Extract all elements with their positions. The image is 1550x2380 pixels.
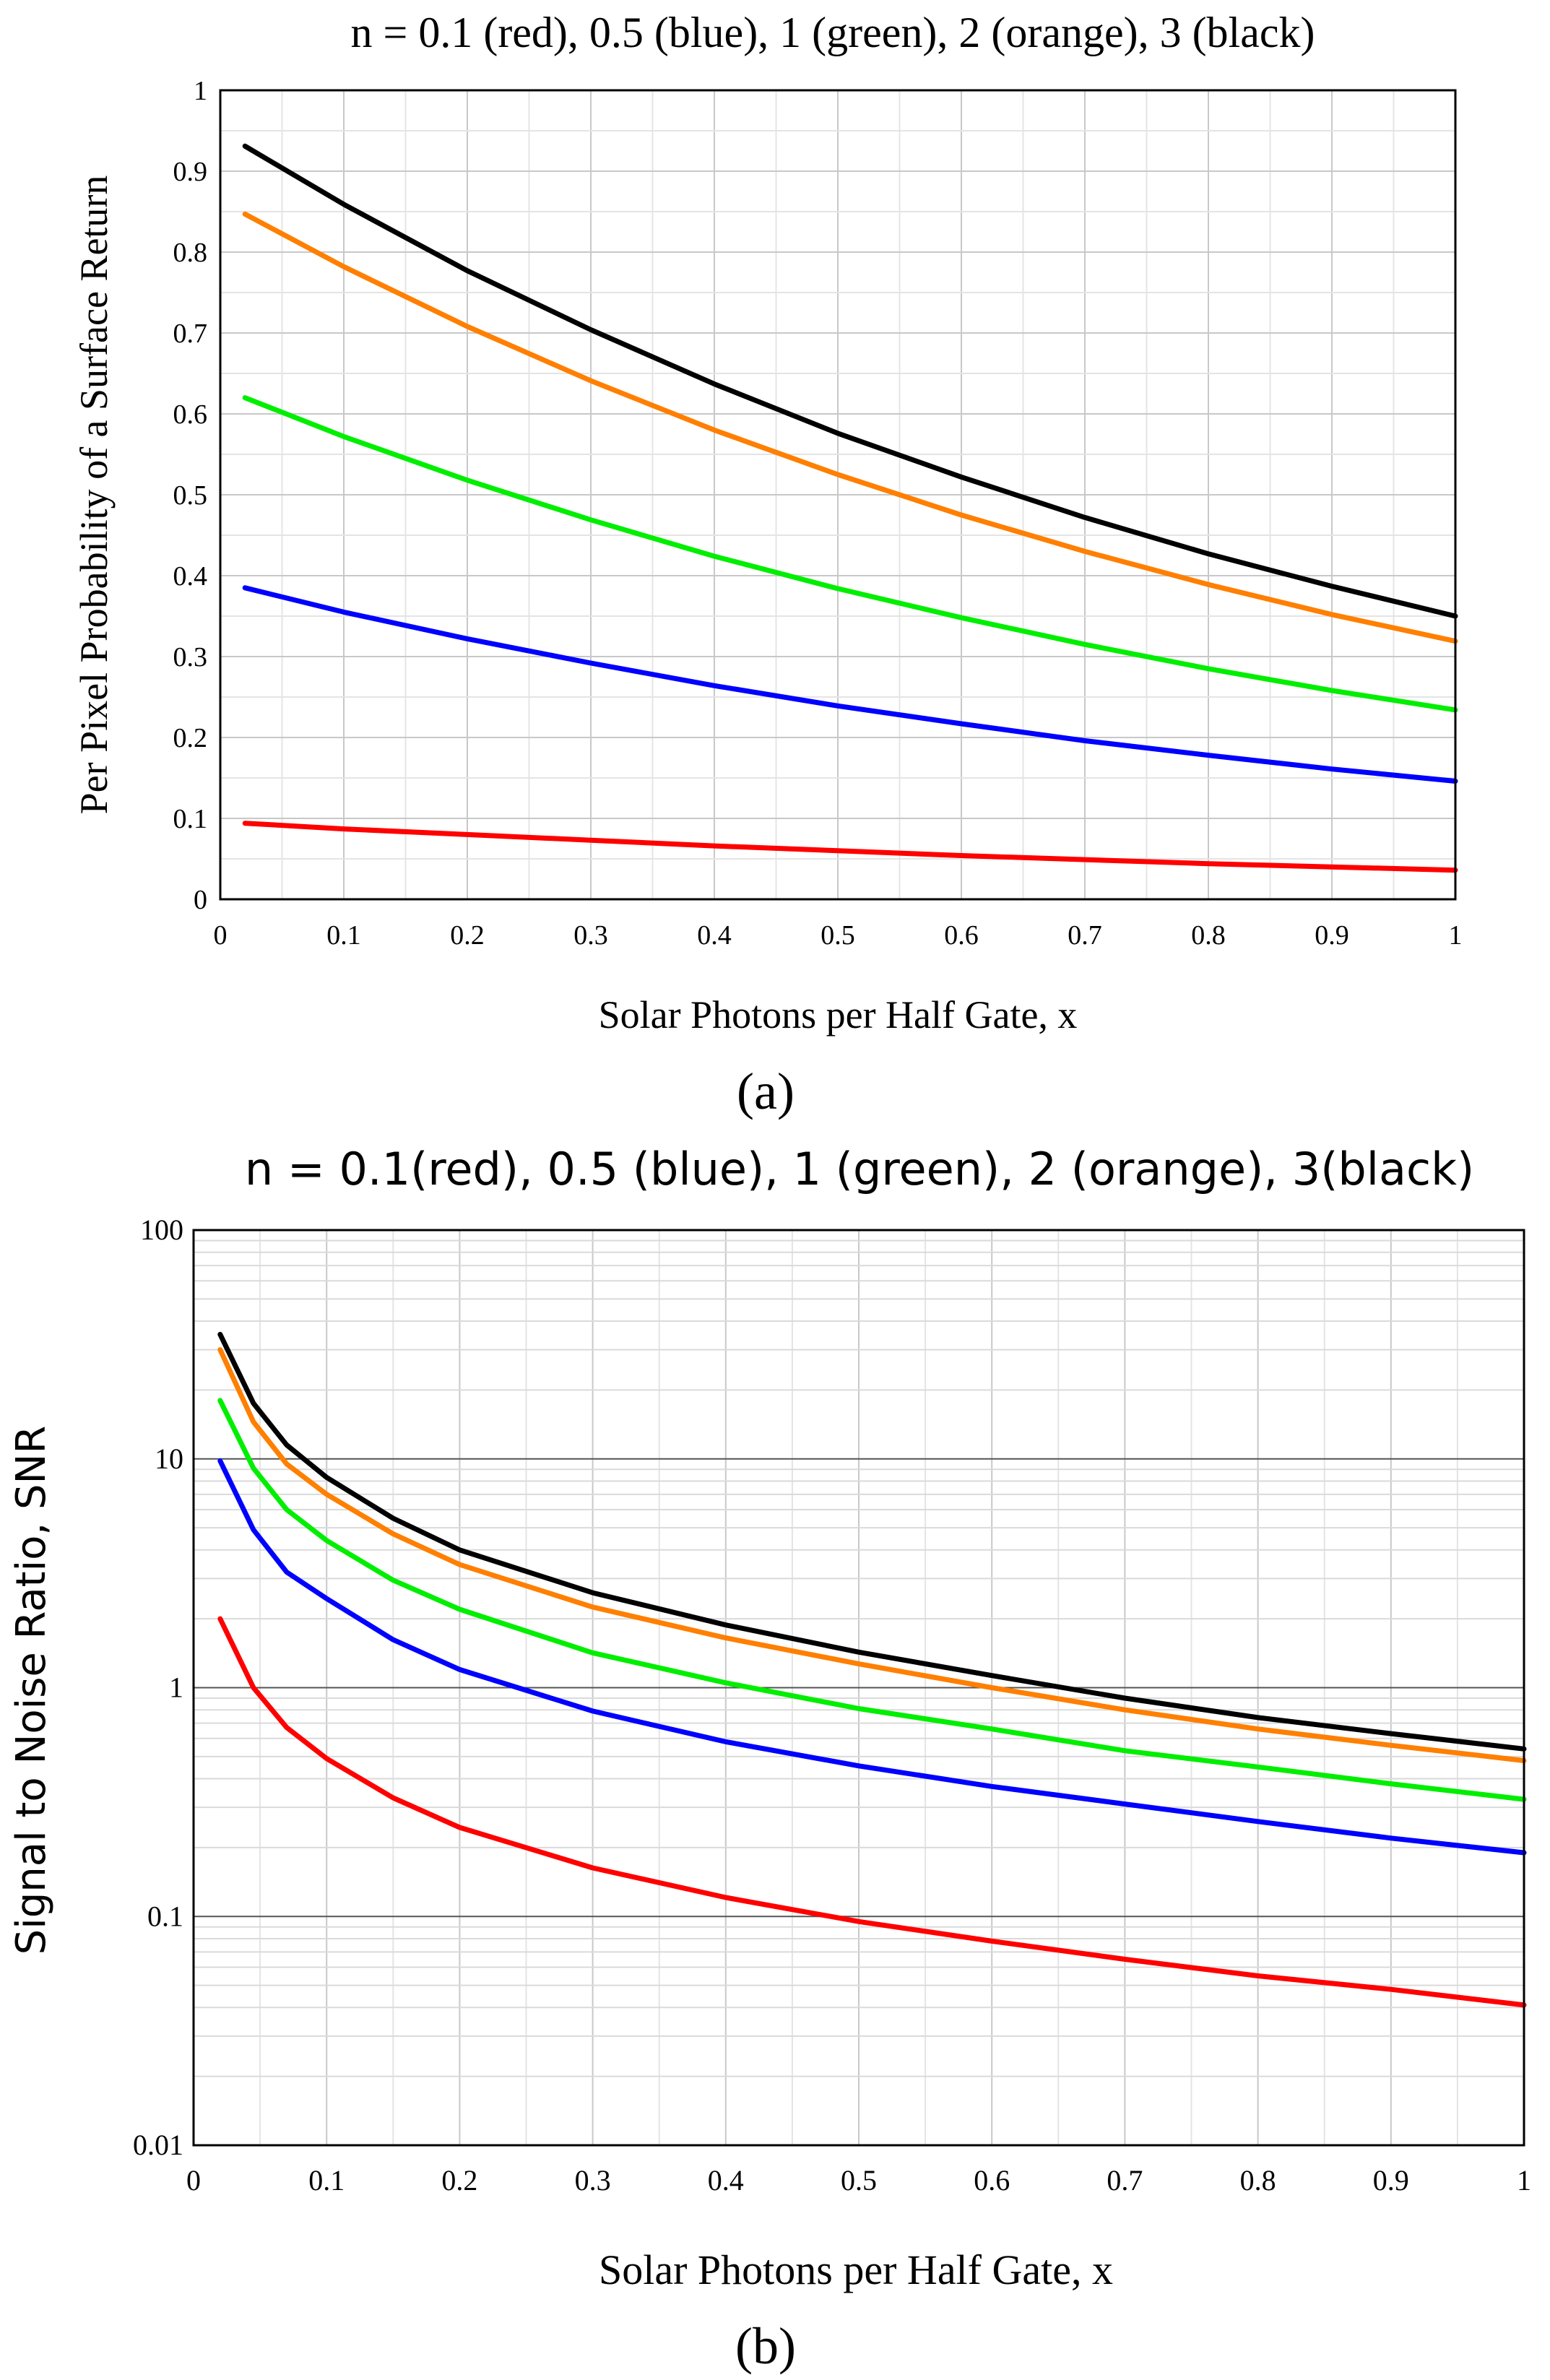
chart-b: n = 0.1(red), 0.5 (blue), 1 (green), 2 (… [8,1143,1531,2375]
x-tick-label: 1 [1449,920,1463,951]
x-tick-label: 0.8 [1240,2164,1276,2197]
chart-a-y-ticks: 0 0.1 0.2 0.3 0.4 0.5 0.6 0.7 0.8 0.9 1 [173,76,208,915]
x-tick-label: 0.8 [1191,920,1226,951]
x-tick-label: 0.2 [450,920,485,951]
x-tick-label: 0.1 [326,920,361,951]
y-tick-label: 10 [155,1442,183,1475]
chart-b-y-axis-label: Signal to Noise Ratio, SNR [8,1426,55,1955]
chart-a-series [242,143,1458,873]
x-tick-label: 0.7 [1107,2164,1143,2197]
y-tick-label: 0.5 [173,480,208,511]
x-tick-label: 0.1 [308,2164,345,2197]
y-tick-label: 1 [194,76,207,106]
series-line-n2 [217,1347,1527,1763]
chart-a: n = 0.1 (red), 0.5 (blue), 1 (green), 2 … [72,9,1463,1120]
x-tick-label: 1 [1517,2164,1531,2197]
y-tick-label: 0.4 [173,561,208,592]
chart-a-title: n = 0.1 (red), 0.5 (blue), 1 (green), 2 … [351,9,1315,56]
x-tick-label: 0.5 [841,2164,877,2197]
y-tick-label: 0.6 [173,399,208,430]
chart-b-panel-label: (b) [735,2317,796,2375]
y-tick-label: 0.8 [173,238,208,268]
chart-a-frame [219,89,1457,901]
chart-a-x-ticks: 0 0.1 0.2 0.3 0.4 0.5 0.6 0.7 0.8 0.9 1 [214,920,1463,951]
y-tick-label: 0.7 [173,319,208,349]
x-tick-label: 0.4 [708,2164,744,2197]
x-tick-label: 0.3 [573,920,608,951]
chart-b-series [217,1331,1527,2008]
series-line-n1 [217,1398,1527,1802]
chart-a-panel-label: (a) [737,1063,795,1120]
x-tick-label: 0.3 [575,2164,611,2197]
chart-b-y-ticks: 0.01 0.1 1 10 100 [133,1213,183,2161]
series-line-n2 [242,211,1458,644]
x-tick-label: 0.7 [1068,920,1102,951]
series-line-n0-1 [217,1616,1527,2008]
y-tick-label: 0.01 [133,2129,183,2161]
chart-a-grid [220,90,1456,900]
x-tick-label: 0.6 [974,2164,1010,2197]
chart-b-x-axis-label: Solar Photons per Half Gate, x [599,2246,1113,2293]
chart-a-x-axis-label: Solar Photons per Half Gate, x [599,993,1078,1037]
x-tick-label: 0.9 [1315,920,1349,951]
series-line-n0-1 [242,821,1458,873]
chart-a-y-axis-label: Per Pixel Probability of a Surface Retur… [72,176,116,815]
series-line-n3 [217,1331,1527,1752]
y-tick-label: 0.1 [173,804,208,834]
x-tick-label: 0.6 [944,920,979,951]
series-line-n1 [242,395,1458,713]
x-tick-label: 0.2 [441,2164,477,2197]
x-tick-label: 0 [186,2164,201,2197]
y-tick-label: 0.1 [147,1900,183,1932]
y-tick-label: 0 [194,885,207,915]
chart-b-frame [192,1229,1525,2147]
series-line-n0-5 [242,585,1458,784]
series-line-n3 [242,143,1458,619]
x-tick-label: 0.9 [1373,2164,1409,2197]
y-tick-label: 0.3 [173,642,208,672]
x-tick-label: 0.5 [821,920,855,951]
y-tick-label: 1 [169,1671,183,1704]
chart-b-x-ticks: 0 0.1 0.2 0.3 0.4 0.5 0.6 0.7 0.8 0.9 1 [186,2164,1531,2197]
y-tick-label: 0.2 [173,723,208,753]
series-line-n0-5 [217,1458,1527,1856]
chart-b-grid [193,1230,1525,2146]
y-tick-label: 100 [140,1213,183,1246]
chart-b-title: n = 0.1(red), 0.5 (blue), 1 (green), 2 (… [245,1143,1474,1195]
y-tick-label: 0.9 [173,157,208,187]
x-tick-label: 0.4 [697,920,732,951]
x-tick-label: 0 [214,920,228,951]
